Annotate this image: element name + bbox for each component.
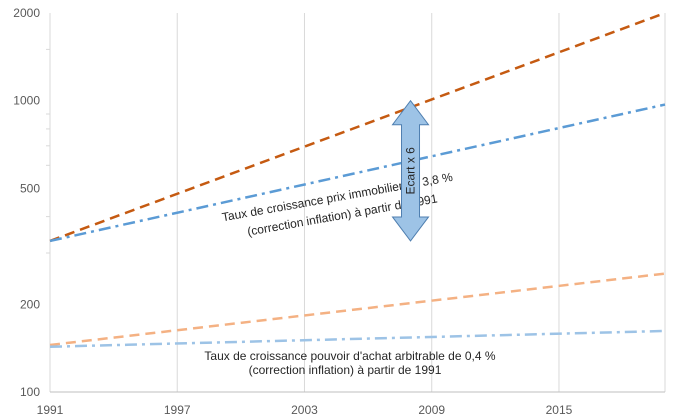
lower-annotation-line-1: Taux de croissance pouvoir d'achat arbit… <box>204 349 495 363</box>
series-line-4 <box>49 329 666 348</box>
series-line-2 <box>49 103 666 243</box>
y-tick-labels: 100 200 500 1000 2000 <box>13 6 40 399</box>
series-line-3 <box>49 272 666 347</box>
y-tick-label: 2000 <box>13 6 40 20</box>
x-tick-label: 1997 <box>164 403 191 417</box>
x-tick-label: 2015 <box>546 403 573 417</box>
y-tick-label: 200 <box>20 297 40 311</box>
x-tick-label: 1991 <box>37 403 64 417</box>
double-arrow-icon <box>391 99 430 242</box>
y-tick-label: 100 <box>20 385 40 399</box>
y-tick-label: 500 <box>20 181 40 195</box>
x-tick-label: 2009 <box>418 403 445 417</box>
arrow-label: Ecart x 6 <box>404 147 418 195</box>
x-tick-label: 2003 <box>291 403 318 417</box>
lower-annotation-line-2: (correction inflation) à partir de 1991 <box>249 363 442 377</box>
series-lines <box>49 11 666 348</box>
y-tick-label: 1000 <box>13 94 40 108</box>
x-tick-labels: 1991 1997 2003 2009 2015 <box>37 403 573 417</box>
gridlines <box>46 13 666 393</box>
series-line-1 <box>49 11 666 243</box>
